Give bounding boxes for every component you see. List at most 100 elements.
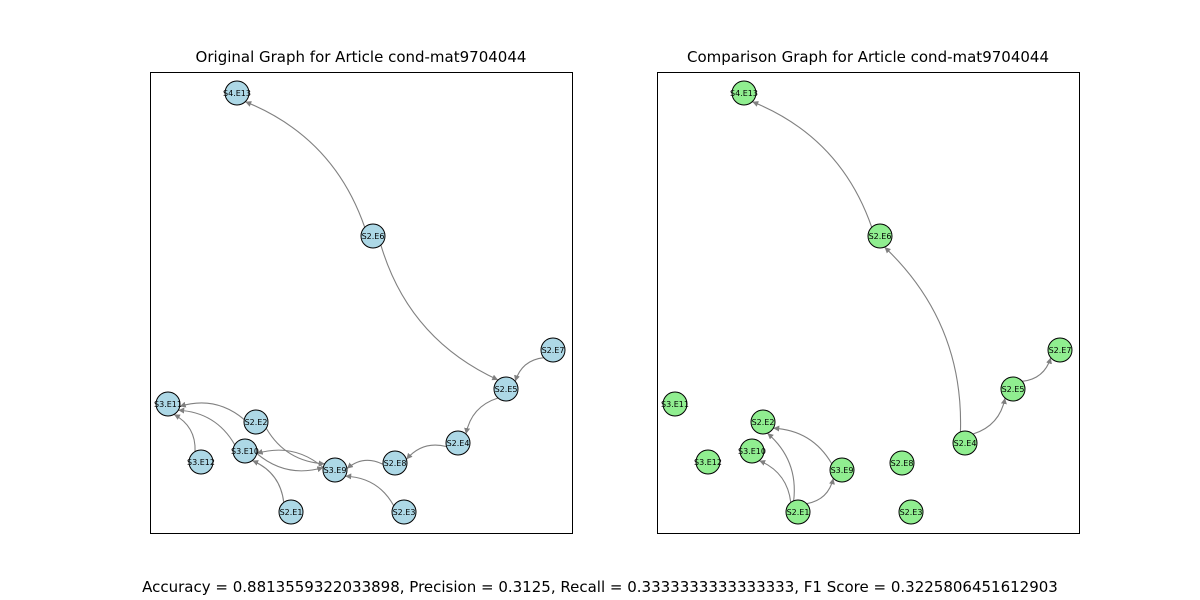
node-label: S2.E8 [891, 459, 914, 468]
edge-S2.E1-to-S2.E2 [766, 432, 795, 501]
node-circle [952, 430, 978, 456]
node-S2.E7: S2.E7 [1047, 337, 1073, 363]
node-circle [867, 223, 893, 249]
node-S2.E4: S2.E4 [952, 430, 978, 456]
node-label: S2.E8 [384, 459, 407, 468]
accuracy-label: Accuracy = [142, 578, 233, 596]
comparison-graph-panel: S4.E13 S2.E6 S2.E7 S2.E5 S3.E11 S2.E2 S3.E10 S3… [661, 80, 1073, 525]
node-S3.E11: S3.E11 [154, 391, 182, 417]
node-S3.E9: S3.E9 [829, 457, 855, 483]
node-S3.E9: S3.E9 [322, 457, 348, 483]
node-circle [1000, 376, 1026, 402]
edge-S3.E9-to-S2.E2 [773, 425, 833, 465]
node-S2.E1: S2.E1 [785, 499, 811, 525]
edge-S3.E12-to-S3.E11 [173, 413, 196, 452]
node-circle [243, 409, 269, 435]
node-label: S4.E13 [223, 89, 251, 98]
edge-S2.E4-to-S2.E6 [884, 246, 962, 432]
node-label: S3.E9 [831, 466, 854, 475]
node-label: S2.E1 [280, 508, 303, 517]
node-circle [188, 449, 214, 475]
node-circle [662, 391, 688, 417]
node-circle [898, 499, 924, 525]
node-label: S2.E5 [1002, 385, 1025, 394]
edge-S2.E6-to-S2.E5 [380, 244, 499, 381]
node-S3.E10: S3.E10 [231, 438, 259, 464]
original-graph-panel: S4.E13 S2.E6 S2.E7 S2.E5 S3.E11 S2.E2 S3.E10 S3… [154, 80, 566, 525]
node-label: S2.E2 [245, 418, 268, 427]
node-label: S3.E9 [324, 466, 347, 475]
node-circle [322, 457, 348, 483]
node-label: S2.E6 [869, 232, 892, 241]
node-S3.E11: S3.E11 [661, 391, 689, 417]
node-circle [739, 438, 765, 464]
node-S2.E1: S2.E1 [278, 499, 304, 525]
node-circle [445, 430, 471, 456]
edge-S2.E1-to-S3.E9 [806, 478, 835, 505]
edge-S2.E2-to-S3.E9 [265, 427, 325, 467]
node-circle [493, 376, 519, 402]
node-circle [1047, 337, 1073, 363]
recall-value: 0.3333333333333333 [627, 578, 795, 596]
edge-S2.E3-to-S3.E9 [345, 473, 395, 507]
node-S2.E7: S2.E7 [540, 337, 566, 363]
node-circle [278, 499, 304, 525]
precision-label: , Precision = [399, 578, 499, 596]
node-S3.E12: S3.E12 [187, 449, 215, 475]
edge-S2.E6-to-S4.E13 [245, 101, 366, 228]
node-S2.E5: S2.E5 [493, 376, 519, 402]
node-S2.E3: S2.E3 [391, 499, 417, 525]
node-label: S2.E1 [787, 508, 810, 517]
edge-S2.E1-to-S3.E10 [252, 460, 285, 503]
node-label: S3.E12 [187, 458, 215, 467]
node-S2.E3: S2.E3 [898, 499, 924, 525]
node-circle [391, 499, 417, 525]
node-label: S3.E11 [154, 400, 182, 409]
edge-S2.E4-to-S2.E8 [406, 444, 447, 460]
edge-S3.E9-to-S3.E10 [256, 448, 324, 468]
node-label: S2.E4 [954, 439, 977, 448]
node-circle [382, 450, 408, 476]
comparison-graph-title: Comparison Graph for Article cond-mat970… [687, 48, 1049, 66]
comparison-graph-frame [657, 72, 1080, 534]
node-circle [224, 80, 250, 106]
node-S2.E8: S2.E8 [889, 450, 915, 476]
node-circle [232, 438, 258, 464]
recall-label: , Recall = [550, 578, 628, 596]
precision-value: 0.3125 [498, 578, 551, 596]
node-circle [540, 337, 566, 363]
node-S2.E6: S2.E6 [867, 223, 893, 249]
node-circle [695, 449, 721, 475]
node-label: S2.E5 [495, 385, 518, 394]
node-S3.E12: S3.E12 [694, 449, 722, 475]
node-S2.E5: S2.E5 [1000, 376, 1026, 402]
edge-S2.E8-to-S3.E9 [346, 459, 384, 470]
node-S2.E4: S2.E4 [445, 430, 471, 456]
f1-value: 0.3225806451612903 [890, 578, 1058, 596]
node-circle [750, 409, 776, 435]
node-label: S2.E3 [900, 508, 923, 517]
accuracy-value: 0.8813559322033898 [232, 578, 400, 596]
f1-label: , F1 Score = [794, 578, 891, 596]
edge-S2.E7-to-S2.E5 [514, 357, 544, 382]
original-graph-title: Original Graph for Article cond-mat97040… [195, 48, 527, 66]
node-S2.E2: S2.E2 [750, 409, 776, 435]
node-label: S2.E7 [1049, 346, 1072, 355]
node-label: S2.E6 [362, 232, 385, 241]
edge-S2.E2-to-S3.E11 [179, 401, 245, 421]
node-S3.E10: S3.E10 [738, 438, 766, 464]
node-label: S2.E3 [393, 508, 416, 517]
node-label: S3.E10 [738, 447, 766, 456]
node-S4.E13: S4.E13 [223, 80, 251, 106]
node-S2.E6: S2.E6 [360, 223, 386, 249]
node-circle [155, 391, 181, 417]
metrics-footer: Accuracy = 0.8813559322033898, Precision… [0, 578, 1200, 596]
node-label: S3.E10 [231, 447, 259, 456]
node-circle [889, 450, 915, 476]
node-label: S2.E7 [542, 346, 565, 355]
edge-S2.E4-to-S2.E5 [972, 397, 1007, 435]
node-circle [829, 457, 855, 483]
node-circle [360, 223, 386, 249]
node-S2.E2: S2.E2 [243, 409, 269, 435]
